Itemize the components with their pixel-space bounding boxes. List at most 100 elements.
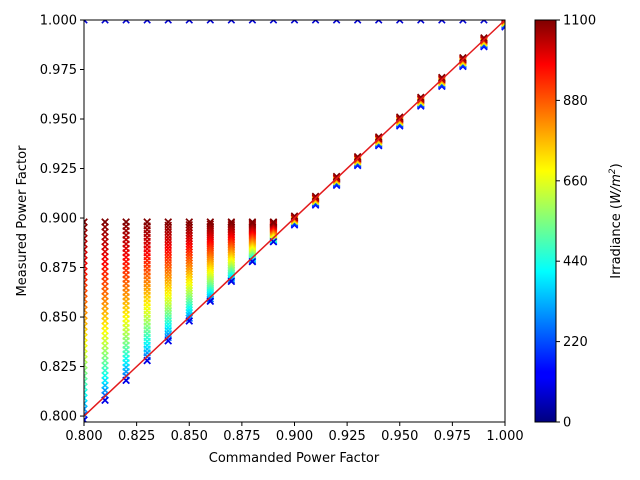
scatter-point: [332, 172, 341, 181]
scatter-point: [185, 223, 194, 232]
scatter-point: [84, 245, 88, 254]
scatter-point: [374, 133, 383, 141]
scatter-point: [84, 339, 88, 347]
scatter-point: [185, 234, 194, 243]
scatter-point: [84, 399, 88, 408]
scatter-point: [227, 218, 236, 226]
scatter-point: [84, 218, 88, 226]
scatter-point: [290, 20, 299, 24]
scatter-point: [84, 223, 88, 232]
scatter-point: [84, 240, 88, 248]
colorbar: 0 220 440 660 880 1100 Irradiance (W/m2): [534, 14, 624, 431]
y-tick-label: 1.000: [40, 14, 77, 29]
scatter-point: [185, 314, 194, 323]
colorbar-label: Irradiance (W/m2): [608, 163, 624, 278]
y-tick-label: 0.875: [40, 261, 77, 276]
scatter-point: [185, 229, 194, 237]
scatter-point: [353, 152, 362, 161]
scatter-point: [164, 218, 172, 226]
scatter-point: [84, 273, 88, 281]
scatter-point: [206, 218, 215, 226]
scatter-point: [269, 218, 278, 226]
scatter-point: [185, 253, 194, 262]
colorbar-tick-label: 220: [563, 335, 588, 350]
x-tick-label: 0.925: [329, 429, 366, 444]
scatter-point: [122, 218, 130, 226]
y-tick-label: 0.800: [40, 410, 77, 425]
scatter-point: [185, 284, 194, 292]
scatter-point: [84, 344, 88, 353]
scatter-point: [185, 311, 194, 320]
scatter-point: [185, 300, 194, 309]
scatter-point: [185, 245, 194, 254]
y-tick-label: 0.950: [40, 113, 77, 128]
scatter-point: [84, 229, 88, 237]
scatter-point: [84, 256, 88, 265]
scatter-point: [143, 20, 151, 24]
scatter-point: [84, 410, 88, 419]
colorbar-tick-label: 880: [563, 94, 588, 109]
x-tick-label: 0.900: [276, 429, 313, 444]
reference-line: [83, 19, 506, 417]
scatter-point: [185, 303, 194, 312]
scatter-point: [84, 322, 88, 331]
scatter-point: [122, 20, 130, 24]
scatter-point: [84, 405, 88, 413]
scatter-point: [374, 20, 383, 24]
scatter-point: [395, 113, 404, 121]
y-tick-label: 0.925: [40, 162, 77, 177]
scatter-point: [84, 251, 88, 259]
scatter-point: [438, 20, 446, 24]
scatter-point: [185, 275, 194, 284]
scatter-point: [84, 372, 88, 380]
scatter-point: [185, 289, 194, 298]
scatter-point: [84, 278, 88, 287]
x-tick-label: 0.800: [65, 429, 102, 444]
colorbar-tick-label: 0: [563, 416, 571, 431]
scatter-point: [185, 270, 194, 279]
scatter-point: [84, 361, 88, 369]
scatter-point: [84, 262, 88, 270]
scatter-point: [84, 300, 88, 309]
scatter-point: [84, 377, 88, 386]
scatter-point: [290, 212, 299, 220]
scatter-point: [227, 219, 236, 228]
scatter-point: [311, 20, 320, 24]
scatter-point: [480, 34, 488, 42]
x-tick-label: 0.950: [381, 429, 418, 444]
x-tick-label: 1.000: [486, 429, 523, 444]
scatter-point: [332, 20, 341, 24]
scatter-point: [185, 256, 194, 265]
scatter-point: [185, 306, 194, 314]
scatter-point: [84, 306, 88, 314]
scatter-point: [143, 218, 151, 226]
scatter-point: [185, 220, 194, 229]
scatter-point: [84, 317, 88, 325]
scatter-point: [185, 237, 194, 246]
scatter-point: [417, 93, 425, 101]
scatter-point: [480, 20, 488, 24]
scatter-point: [84, 20, 88, 24]
y-axis: 0.800 0.825 0.850 0.875 0.900 0.925 0.950 0.975…: [40, 14, 84, 425]
scatter-point: [185, 262, 194, 270]
x-axis-label: Commanded Power Factor: [209, 451, 380, 466]
x-tick-label: 0.825: [118, 429, 155, 444]
scatter-point: [227, 20, 236, 24]
scatter-point: [417, 20, 425, 24]
scatter-point: [84, 388, 88, 397]
scatter-point: [185, 20, 194, 24]
scatter-point: [185, 240, 194, 248]
scatter-point: [459, 20, 467, 24]
scatter-point: [438, 73, 446, 82]
scatter-point: [84, 366, 88, 375]
colorbar-gradient: [534, 19, 557, 423]
scatter-point: [353, 20, 362, 24]
scatter-point: [185, 286, 194, 295]
scatter-point: [311, 192, 320, 201]
colorbar-tick-label: 1100: [563, 14, 596, 29]
scatter-point: [185, 231, 194, 240]
y-tick-label: 0.850: [40, 311, 77, 326]
scatter-point: [84, 355, 88, 364]
x-tick-label: 0.875: [223, 429, 260, 444]
